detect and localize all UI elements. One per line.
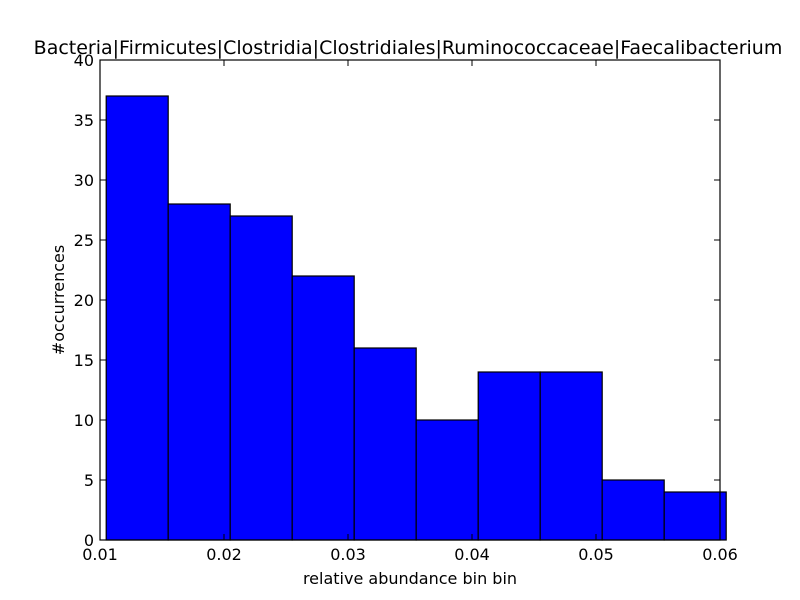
bars-group [105,95,727,541]
y-tick-label-5: 20 [74,291,94,310]
x-tick-label-6: 0.06 [702,545,738,564]
y-tick-label-3: 10 [74,411,94,430]
histogram-bar-6 [415,419,479,541]
y-tick-label-8: 35 [74,111,94,130]
y-tick-label-6: 25 [74,231,94,250]
histogram-bar-10 [663,491,727,541]
x-tick-label-2: 0.02 [206,545,242,564]
plot-frame [99,59,721,541]
x-tick-label-1: 0.01 [82,545,118,564]
y-tick-label-1: 0 [84,531,94,550]
y-axis-label: #occurrences [49,245,68,355]
histogram-bar-4 [291,275,355,541]
histogram-bar-2 [167,203,231,541]
histogram-bar-9 [601,479,665,541]
histogram-bar-3 [229,215,293,541]
y-tick-label-9: 40 [74,51,94,70]
x-axis-label: relative abundance bin bin [303,569,517,588]
histogram-bar-5 [353,347,417,541]
histogram-bar-1 [105,95,169,541]
histogram-bar-8 [539,371,603,541]
y-tick-label-2: 5 [84,471,94,490]
chart-title: Bacteria|Firmicutes|Clostridia|Clostridi… [34,37,783,59]
x-tick-label-3: 0.03 [330,545,366,564]
x-tick-label-4: 0.04 [454,545,490,564]
y-tick-label-7: 30 [74,171,94,190]
x-tick-label-5: 0.05 [578,545,614,564]
histogram-bar-7 [477,371,541,541]
y-tick-label-4: 15 [74,351,94,370]
